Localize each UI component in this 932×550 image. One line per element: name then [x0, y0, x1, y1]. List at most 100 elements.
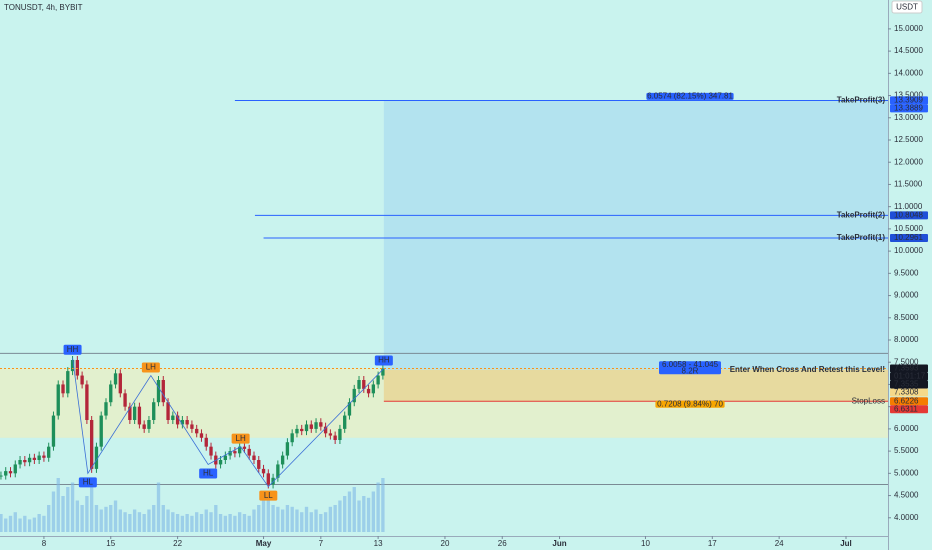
volume-bar — [276, 506, 280, 532]
candle-body — [23, 460, 27, 463]
volume-bar — [175, 514, 180, 532]
volume-bar — [51, 491, 56, 532]
candle-body — [328, 433, 333, 436]
volume-bar — [271, 505, 275, 532]
y-tick-label: 7.5000 — [894, 357, 919, 366]
price-badge-label: 10.2961 — [894, 233, 923, 242]
volume-bar — [152, 505, 156, 532]
currency: USDT — [896, 3, 918, 12]
pivot-badge — [199, 468, 218, 479]
pivot-label: LH — [146, 363, 156, 372]
y-tick-label: 13.5000 — [894, 91, 923, 100]
candle-body — [18, 460, 22, 465]
price-badge-label: 6.6226 — [894, 396, 919, 405]
candle-body — [80, 375, 84, 385]
x-tick-label: 22 — [173, 539, 182, 548]
candle-body — [309, 424, 313, 429]
volume-bar — [171, 512, 175, 532]
candle-body — [109, 384, 113, 403]
candle-body — [266, 473, 270, 485]
volume-bar — [56, 478, 60, 532]
y-tick-label: 4.5000 — [894, 491, 919, 500]
price-badge — [890, 380, 928, 389]
entry-text: Enter When Cross And Retest this Level! — [730, 365, 885, 374]
candle-body — [295, 428, 299, 434]
volume-bar — [333, 505, 337, 532]
volume-bar — [137, 512, 142, 532]
y-tick-label: 6.0000 — [894, 424, 919, 433]
volume-bar — [209, 512, 213, 532]
candle-body — [252, 455, 256, 460]
candle-body — [347, 402, 352, 416]
candle-body — [319, 422, 323, 427]
candle-body — [323, 426, 328, 434]
y-tick-label: 14.0000 — [894, 68, 923, 77]
y-tick-label: 5.0000 — [894, 468, 919, 477]
candle-body — [70, 360, 75, 372]
volume-bar — [366, 497, 371, 532]
volume-bar — [252, 509, 256, 532]
pivot-badge — [141, 362, 160, 373]
candle-body — [94, 446, 99, 469]
volume-bar — [66, 487, 70, 532]
price-badge — [890, 211, 928, 220]
candle-body — [42, 455, 46, 458]
volume-bar — [32, 517, 37, 532]
candle-body — [47, 446, 51, 458]
volume-bar — [233, 515, 237, 532]
candle-body — [152, 402, 156, 420]
volume-bar — [147, 509, 151, 532]
candle-body — [209, 446, 213, 456]
volume-bar — [338, 500, 342, 532]
pivot-badge — [63, 344, 82, 355]
candle-body — [8, 471, 13, 474]
candle-body — [381, 368, 385, 376]
candle-body — [357, 380, 361, 389]
volume-bar — [237, 512, 242, 532]
candle-body — [123, 393, 127, 407]
volume-bar — [300, 512, 304, 532]
pivot-badge — [231, 433, 250, 444]
candle-body — [352, 388, 356, 403]
x-tick-label: Jun — [552, 539, 566, 548]
volume-bar — [214, 505, 218, 532]
pivot-label: HH — [378, 356, 390, 365]
volume-bar — [99, 509, 103, 532]
candle-body — [343, 415, 347, 429]
volume-bar — [328, 506, 333, 532]
volume-bar — [37, 514, 41, 532]
pivot-label: HL — [83, 477, 94, 486]
volume-bar — [362, 496, 366, 532]
candle-body — [223, 455, 228, 460]
candle-body — [89, 420, 94, 469]
candle-body — [199, 433, 204, 438]
zigzag — [72, 357, 385, 488]
volume-bar — [18, 518, 22, 532]
volume-bar — [47, 505, 51, 532]
volume-bar — [352, 487, 356, 532]
candle-body — [175, 415, 180, 425]
volume-bar — [223, 515, 228, 532]
volume-bar — [123, 512, 127, 532]
volume-bar — [180, 515, 185, 532]
pivot-label: HL — [203, 469, 214, 478]
volume-bar — [381, 478, 385, 532]
candle-body — [118, 373, 122, 394]
volume-bar — [166, 509, 170, 532]
candle-body — [285, 442, 290, 456]
candle-body — [218, 460, 223, 465]
candle-body — [261, 468, 266, 474]
candle-body — [85, 384, 89, 420]
x-tick-label: 20 — [441, 539, 450, 548]
volume-bar — [27, 519, 32, 532]
volume-bar — [185, 514, 189, 532]
candle-body — [228, 451, 232, 456]
candle-body — [185, 420, 189, 425]
y-tick-label: 9.0000 — [894, 291, 919, 300]
candle-body — [13, 464, 17, 474]
x-tick-label: 24 — [775, 539, 784, 548]
volume-bar — [314, 509, 318, 532]
y-tick-label: 10.5000 — [894, 224, 923, 233]
price-badge-label: 13.3889 — [894, 104, 923, 113]
